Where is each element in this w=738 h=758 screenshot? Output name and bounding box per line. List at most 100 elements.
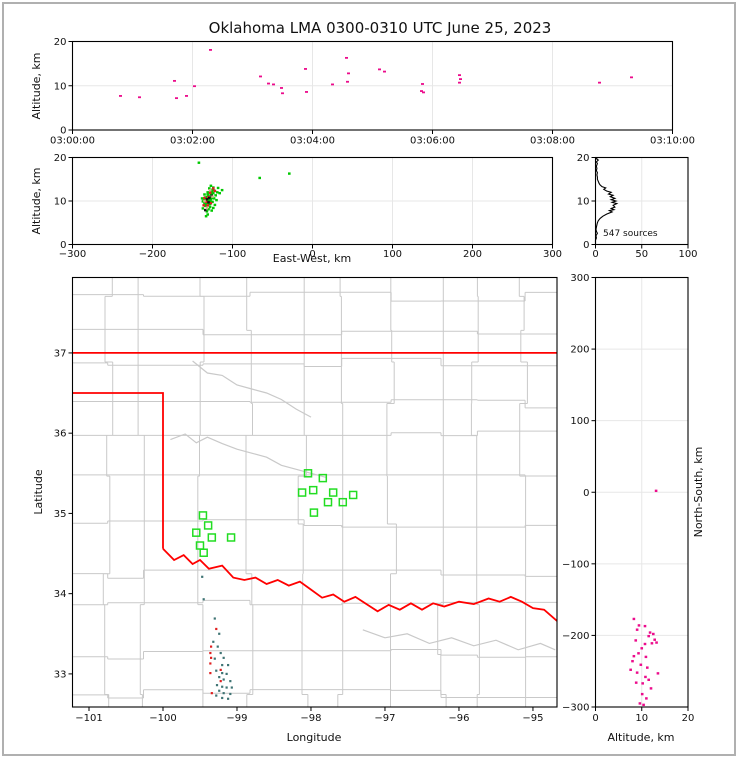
lma-source-point — [218, 191, 221, 195]
lma-source-point — [267, 82, 270, 85]
axes-frame — [71, 276, 558, 708]
lma-source-point — [422, 91, 425, 94]
lma-source-point — [221, 696, 224, 700]
lma-source-point — [205, 210, 209, 213]
lma-source-point — [203, 199, 206, 203]
lma-source-point — [206, 204, 209, 207]
ns-panel-right-label: North-South, km — [692, 447, 705, 538]
lma-source-point — [208, 191, 212, 194]
lma-source-point — [207, 198, 210, 202]
lma-source-point — [218, 632, 221, 635]
lma-source-point — [421, 83, 424, 85]
lma-source-point — [639, 663, 643, 666]
lma-source-point — [216, 186, 220, 190]
lma-source-point — [212, 191, 215, 195]
x-tick-label: −96 — [448, 713, 469, 724]
north-south-height-panel: 0 10 20 −300 −200 −100 0 100 200 300 — [562, 273, 694, 724]
lma-station-marker — [318, 473, 328, 483]
y-tick-label: 0 — [583, 240, 589, 251]
y-tick-label: 20 — [577, 153, 590, 164]
x-tick-label: 200 — [463, 249, 482, 260]
lma-source-point — [213, 189, 217, 193]
lma-source-point — [138, 96, 141, 99]
lma-source-point — [214, 194, 217, 197]
lma-source-point — [641, 682, 644, 685]
lma-source-point — [209, 656, 213, 659]
lma-source-point — [211, 196, 214, 200]
lma-source-point — [209, 645, 213, 648]
lma-source-point — [280, 87, 283, 89]
lma-source-point — [201, 200, 205, 203]
x-tick-label: 03:06:00 — [410, 136, 455, 147]
y-tick-label: 35 — [54, 509, 67, 520]
lma-source-point — [204, 203, 208, 206]
x-tick-label: −98 — [300, 713, 321, 724]
x-tick-label: 50 — [635, 249, 648, 260]
lma-source-point — [459, 78, 462, 81]
x-tick-label: −200 — [139, 249, 166, 260]
ew-panel-ylabel: Altitude, km — [30, 167, 43, 234]
lma-source-point — [209, 198, 213, 201]
lma-source-point — [204, 204, 207, 207]
lma-station-marker — [303, 469, 313, 478]
x-tick-label: 03:04:00 — [290, 136, 335, 147]
lma-source-point — [208, 205, 212, 209]
lma-source-point — [197, 161, 201, 164]
x-tick-label: −101 — [75, 713, 102, 724]
lma-source-point — [634, 681, 638, 684]
y-tick-label: −300 — [562, 703, 589, 714]
lma-source-point — [200, 197, 204, 200]
lma-source-point — [645, 697, 648, 700]
y-tick-label: 10 — [577, 197, 590, 208]
y-tick-label: 10 — [54, 81, 67, 92]
lma-source-point — [632, 654, 636, 658]
lma-source-point — [221, 663, 224, 667]
lma-source-point — [215, 684, 219, 687]
lma-station-marker — [207, 533, 217, 542]
red-river-state-border — [162, 548, 557, 622]
lma-source-point — [634, 639, 638, 642]
x-tick-label: −100 — [149, 713, 176, 724]
plan-view-map-panel: −101 −100 −99 −98 −97 −96 −95 33 34 35 36 37 — [54, 276, 558, 724]
lma-source-point — [331, 83, 334, 86]
lma-source-point — [213, 657, 216, 660]
y-tick-label: 10 — [54, 197, 67, 208]
lma-source-point — [201, 207, 205, 210]
oklahoma-panhandle-border — [72, 392, 164, 549]
lma-source-point — [221, 685, 224, 688]
lma-source-point — [208, 188, 212, 192]
y-tick-label: 0 — [583, 488, 589, 499]
lma-source-point — [227, 663, 230, 667]
lma-source-point — [212, 640, 215, 643]
x-tick-label: 100 — [678, 249, 697, 260]
lma-source-point — [637, 652, 640, 655]
lma-source-point — [219, 680, 222, 683]
lma-source-point — [646, 666, 649, 669]
lma-source-point — [207, 194, 210, 197]
lma-station-marker — [338, 497, 348, 507]
lma-station-marker — [192, 528, 201, 537]
lma-source-point — [637, 624, 641, 627]
x-tick-label: −100 — [219, 249, 246, 260]
lma-source-point — [345, 56, 348, 59]
lma-source-point — [207, 208, 210, 211]
lma-source-point — [119, 95, 122, 97]
lma-station-marker — [328, 488, 338, 497]
lma-station-marker — [226, 533, 236, 542]
lma-source-point — [208, 196, 211, 200]
lma-source-point — [230, 686, 233, 689]
time-panel-ylabel: Altitude, km — [30, 52, 43, 119]
lma-source-point — [210, 209, 213, 212]
lma-source-point — [219, 668, 222, 671]
lma-source-point — [258, 176, 261, 180]
x-tick-label: −300 — [59, 249, 86, 260]
lma-source-point — [305, 91, 308, 93]
y-tick-label: 0 — [60, 240, 66, 251]
map-xlabel: Longitude — [287, 731, 342, 744]
lma-source-point — [212, 206, 215, 210]
lma-source-point — [212, 187, 215, 190]
east-west-height-panel: −300 −200 −100 0 100 200 300 0 10 20 — [54, 153, 562, 260]
lma-source-point — [655, 641, 658, 644]
